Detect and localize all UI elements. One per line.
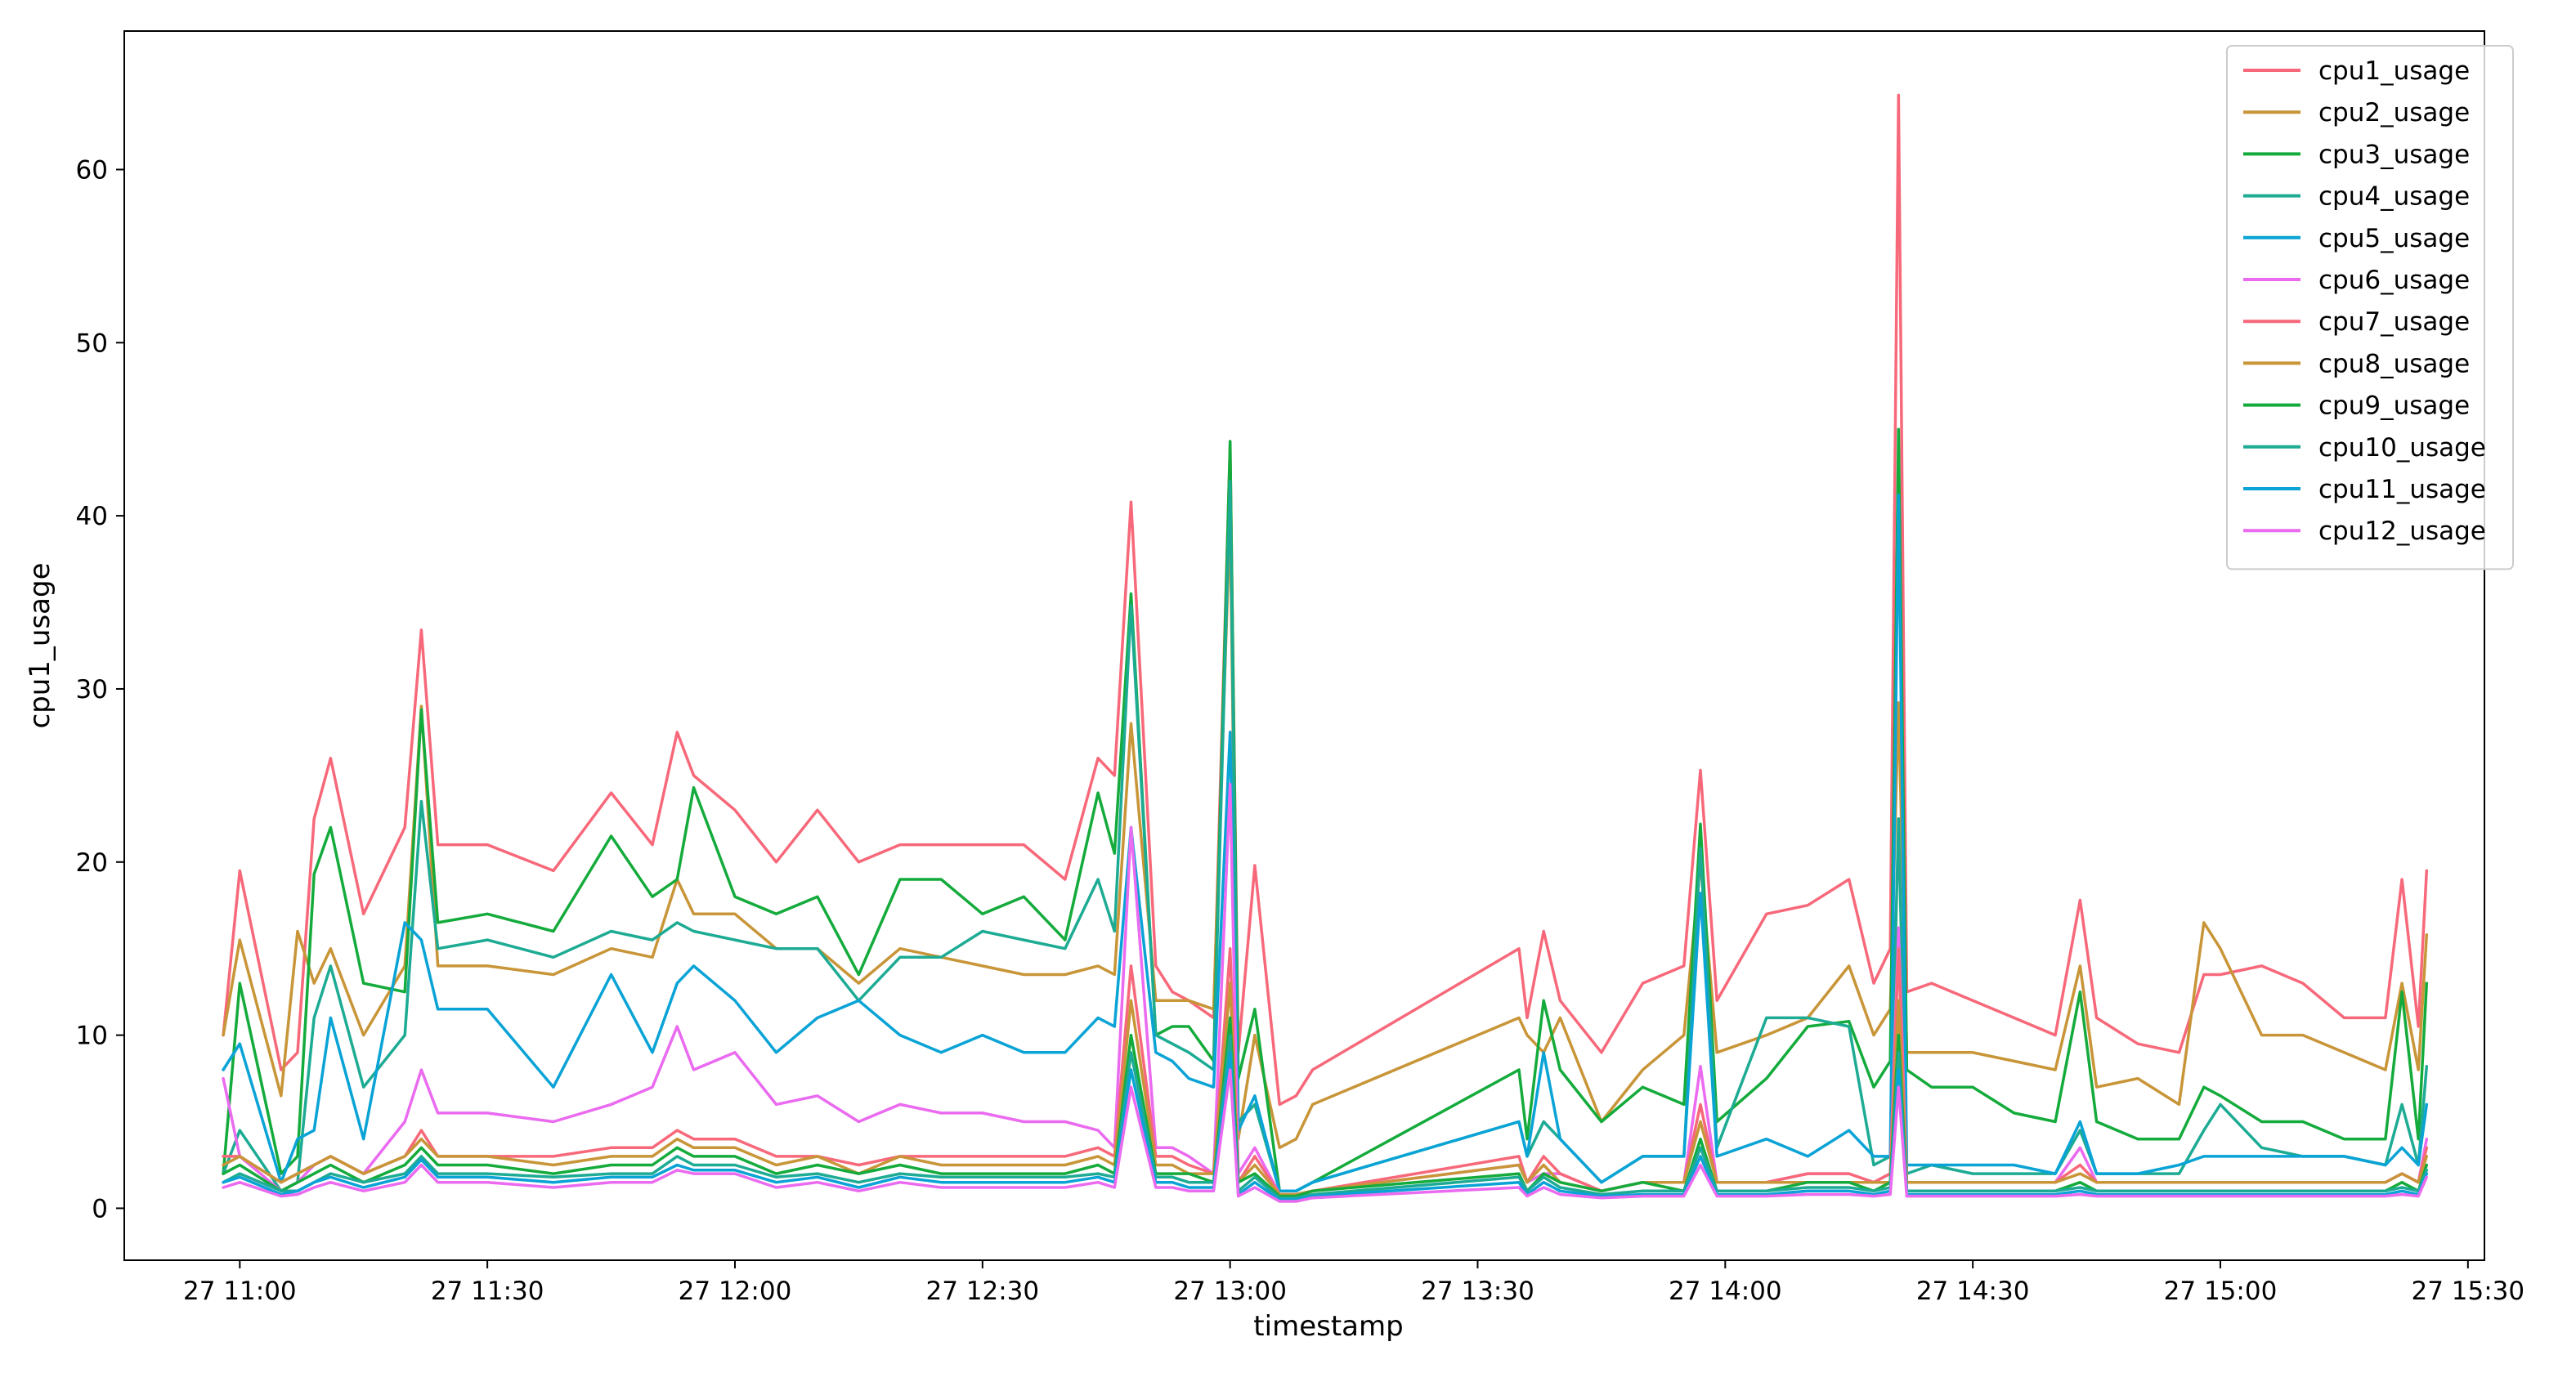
legend: cpu1_usage cpu2_usage cpu3_usage cpu4_usage… — [2226, 45, 2514, 570]
y-tick-label: 60 — [76, 155, 108, 185]
y-tick-label: 0 — [92, 1194, 108, 1223]
legend-label: cpu1_usage — [2318, 56, 2470, 86]
plot-frame — [123, 30, 2485, 1261]
y-tick-label: 40 — [76, 502, 108, 531]
legend-label: cpu7_usage — [2318, 307, 2470, 337]
x-axis-ticks: 27 11:00 27 11:30 27 12:00 27 12:30 27 13:00… — [183, 1260, 2524, 1306]
x-tick-label: 27 11:00 — [183, 1277, 297, 1306]
legend-label: cpu9_usage — [2318, 391, 2470, 421]
x-tick-label: 27 12:00 — [679, 1277, 792, 1306]
x-tick-label: 27 13:00 — [1173, 1277, 1287, 1306]
legend-label: cpu11_usage — [2318, 475, 2486, 504]
x-tick-label: 27 12:30 — [925, 1277, 1039, 1306]
legend-label: cpu4_usage — [2318, 182, 2470, 212]
legend-label: cpu10_usage — [2318, 433, 2486, 463]
x-tick-label: 27 15:00 — [2164, 1277, 2278, 1306]
x-tick-label: 27 13:30 — [1421, 1277, 1534, 1306]
series-line-cpu5-usage — [222, 493, 2429, 1193]
legend-label: cpu12_usage — [2318, 517, 2486, 546]
x-tick-label: 27 11:30 — [431, 1277, 544, 1306]
series-line-cpu1-usage — [222, 93, 2429, 1107]
legend-box — [2226, 45, 2514, 570]
y-tick-label: 20 — [76, 848, 108, 878]
plot-lines — [222, 93, 2429, 1203]
legend-label: cpu5_usage — [2318, 224, 2470, 253]
series-line-cpu10-usage — [222, 1033, 2429, 1200]
series-line-cpu12-usage — [222, 1068, 2429, 1203]
legend-label: cpu2_usage — [2318, 98, 2470, 127]
y-tick-label: 10 — [76, 1022, 108, 1051]
x-tick-label: 27 14:00 — [1669, 1277, 1782, 1306]
legend-label: cpu8_usage — [2318, 349, 2470, 378]
y-axis-ticks: 0 10 20 30 40 50 60 — [76, 155, 124, 1223]
series-line-cpu2-usage — [222, 514, 2429, 1150]
x-tick-label: 27 14:30 — [1916, 1277, 2030, 1306]
legend-label: cpu3_usage — [2318, 140, 2470, 169]
x-axis-label: timestamp — [1253, 1310, 1403, 1343]
y-tick-label: 30 — [76, 675, 108, 704]
y-tick-label: 50 — [76, 329, 108, 358]
series-line-cpu11-usage — [222, 1051, 2429, 1201]
legend-label: cpu6_usage — [2318, 266, 2470, 295]
x-tick-label: 27 15:30 — [2411, 1277, 2524, 1306]
y-axis-label: cpu1_usage — [24, 562, 56, 728]
